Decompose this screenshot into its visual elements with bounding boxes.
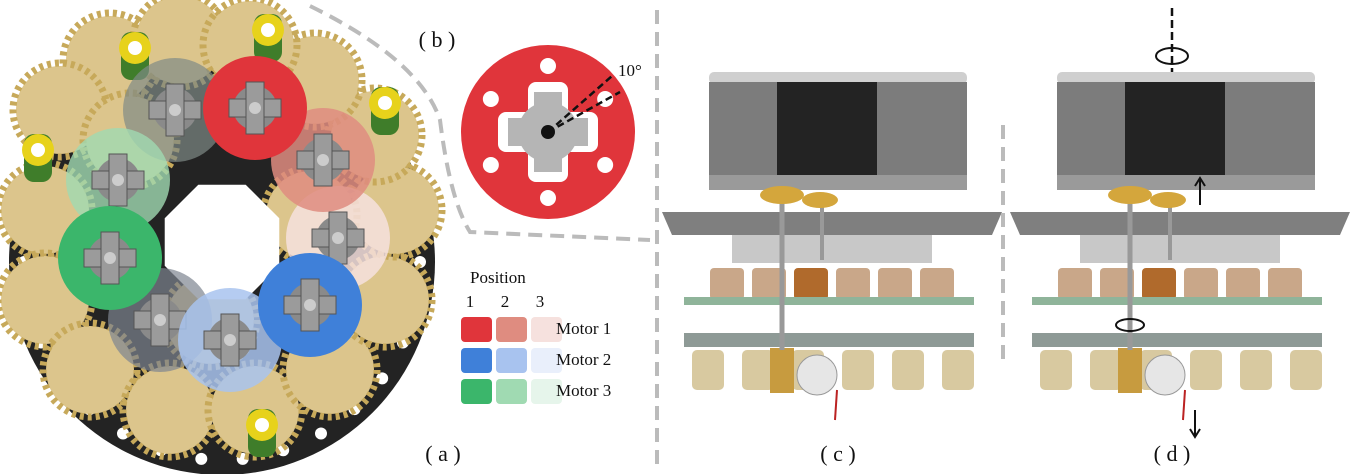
legend-swatch xyxy=(496,379,527,404)
brass-shaft xyxy=(770,348,794,393)
legend-swatch xyxy=(461,317,492,342)
angle-label: 10° xyxy=(618,61,642,80)
legend-swatch xyxy=(461,379,492,404)
motor-body-dark xyxy=(1125,82,1225,190)
legend-column: 2 xyxy=(501,292,510,311)
plate-lower xyxy=(1032,333,1322,347)
move-arrow xyxy=(1190,410,1200,437)
connector-hole xyxy=(128,41,142,55)
wire xyxy=(1183,390,1185,420)
connector xyxy=(892,350,924,390)
legend-column: 3 xyxy=(536,292,545,311)
connector-hole xyxy=(378,96,392,110)
connector-hole xyxy=(261,23,275,37)
move-arrow xyxy=(1195,178,1205,205)
hub-center xyxy=(332,232,344,244)
roller xyxy=(797,355,837,395)
coil xyxy=(1142,268,1176,300)
connector-hole xyxy=(31,143,45,157)
motor-rim xyxy=(709,175,967,190)
legend-swatch xyxy=(461,348,492,373)
disk-hole xyxy=(597,157,613,173)
legend-label: Motor 2 xyxy=(556,350,611,369)
mount-hole xyxy=(315,427,327,439)
brass-gear xyxy=(802,192,838,208)
connector xyxy=(842,350,874,390)
brass-gear xyxy=(1150,192,1186,208)
pcb xyxy=(684,297,974,305)
gear-layer xyxy=(732,235,932,263)
brass-gear xyxy=(760,186,804,204)
figure: ( b ) ( a ) ( c ) ( d ) 10° Position123M… xyxy=(0,0,1351,474)
coil xyxy=(878,268,912,300)
legend-label: Motor 1 xyxy=(556,319,611,338)
legend: Position 1 2 3 Motor 1 Motor 2 Motor 3 xyxy=(461,268,611,404)
coil xyxy=(836,268,870,300)
legend-label: Motor 3 xyxy=(556,381,611,400)
plate xyxy=(662,212,1002,235)
panel-label: ( d ) xyxy=(1154,441,1191,466)
connector xyxy=(1190,350,1222,390)
mount-hole xyxy=(195,453,207,465)
plate-lower xyxy=(684,333,974,347)
hub-center xyxy=(112,174,124,186)
legend-title: Position xyxy=(470,268,526,287)
panel-label: ( a ) xyxy=(425,441,460,466)
hub-center xyxy=(249,102,261,114)
roller xyxy=(1145,355,1185,395)
connector-hole xyxy=(255,418,269,432)
disk-hole xyxy=(483,157,499,173)
coil xyxy=(920,268,954,300)
connector xyxy=(1040,350,1072,390)
hub-center xyxy=(104,252,116,264)
pcb xyxy=(1032,297,1322,305)
coil xyxy=(794,268,828,300)
motor-rim xyxy=(1057,175,1315,190)
brass-gear xyxy=(1108,186,1152,204)
gear-layer xyxy=(1080,235,1280,263)
legend-swatch xyxy=(496,317,527,342)
wire xyxy=(835,390,837,420)
hub-center xyxy=(304,299,316,311)
hub-center xyxy=(224,334,236,346)
hub-center xyxy=(169,104,181,116)
disk-hole xyxy=(483,91,499,107)
connector xyxy=(692,350,724,390)
hub-center xyxy=(317,154,329,166)
panel-label: ( c ) xyxy=(820,441,855,466)
coil xyxy=(710,268,744,300)
coil xyxy=(1268,268,1302,300)
hub-center xyxy=(154,314,166,326)
motor-body-dark xyxy=(777,82,877,190)
plate xyxy=(1010,212,1350,235)
connector xyxy=(1240,350,1272,390)
coil xyxy=(1058,268,1092,300)
brass-shaft xyxy=(1118,348,1142,393)
panel-label: ( b ) xyxy=(419,27,456,52)
coil xyxy=(1184,268,1218,300)
disk-hole xyxy=(540,58,556,74)
connector xyxy=(1090,350,1122,390)
illustration xyxy=(0,0,1350,474)
legend-swatch xyxy=(496,348,527,373)
connector xyxy=(1290,350,1322,390)
disk-hole xyxy=(540,190,556,206)
legend-column: 1 xyxy=(466,292,475,311)
connector xyxy=(942,350,974,390)
connector xyxy=(742,350,774,390)
coil xyxy=(1226,268,1260,300)
